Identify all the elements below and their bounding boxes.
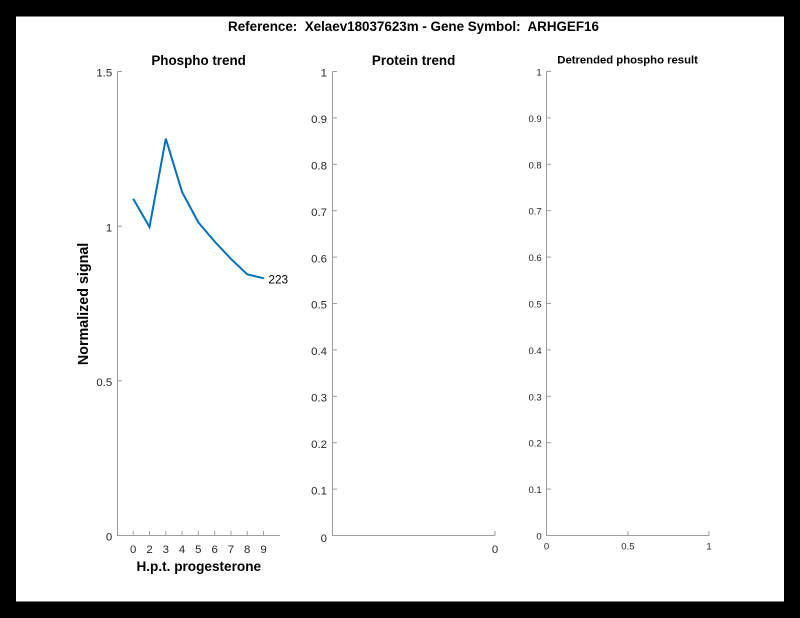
svg-text:0.2: 0.2 [311,439,327,451]
svg-text:0: 0 [544,542,549,553]
svg-text:0: 0 [130,544,136,556]
svg-text:0.5: 0.5 [96,377,112,389]
svg-text:0.5: 0.5 [311,300,327,312]
svg-text:0: 0 [106,532,112,544]
svg-text:4: 4 [179,544,185,556]
svg-text:0.4: 0.4 [528,346,541,357]
svg-text:0.3: 0.3 [311,393,327,405]
svg-text:9: 9 [260,544,266,556]
svg-text:3: 3 [163,544,169,556]
svg-text:8: 8 [244,544,250,556]
svg-text:1: 1 [321,68,327,80]
svg-text:0.1: 0.1 [311,485,327,497]
svg-text:Phospho trend: Phospho trend [151,53,245,68]
svg-text:5: 5 [195,544,201,556]
svg-text:0.8: 0.8 [311,161,327,173]
svg-text:0.8: 0.8 [528,160,541,171]
svg-text:0.9: 0.9 [311,114,327,126]
svg-text:0.4: 0.4 [311,346,327,358]
svg-text:0.7: 0.7 [528,207,541,218]
svg-text:0: 0 [321,533,327,545]
svg-text:0.3: 0.3 [528,392,541,403]
svg-text:H.p.t. progesterone: H.p.t. progesterone [136,559,261,574]
svg-text:0.2: 0.2 [528,439,541,450]
svg-text:0.9: 0.9 [528,114,541,125]
svg-text:0: 0 [492,544,498,556]
svg-text:7: 7 [228,544,234,556]
svg-text:Reference: Xelaev18037623m -: Reference: Xelaev18037623m - Gene Symbol… [228,19,599,34]
svg-text:0.6: 0.6 [311,253,327,265]
svg-text:Detrended phospho result: Detrended phospho result [557,55,698,67]
svg-text:1.5: 1.5 [96,68,112,80]
svg-text:6: 6 [211,544,217,556]
svg-text:1: 1 [706,542,711,553]
svg-text:0.6: 0.6 [528,253,541,264]
svg-text:0.5: 0.5 [621,542,634,553]
svg-text:223: 223 [268,272,288,286]
svg-text:1: 1 [106,222,112,234]
svg-text:0.5: 0.5 [528,300,541,311]
svg-text:2: 2 [146,544,152,556]
svg-text:1: 1 [536,68,541,79]
svg-text:0: 0 [536,532,541,543]
svg-text:0.7: 0.7 [311,207,327,219]
svg-text:0.1: 0.1 [528,485,541,496]
svg-text:Protein trend: Protein trend [372,53,455,68]
svg-text:Normalized signal: Normalized signal [76,243,92,365]
